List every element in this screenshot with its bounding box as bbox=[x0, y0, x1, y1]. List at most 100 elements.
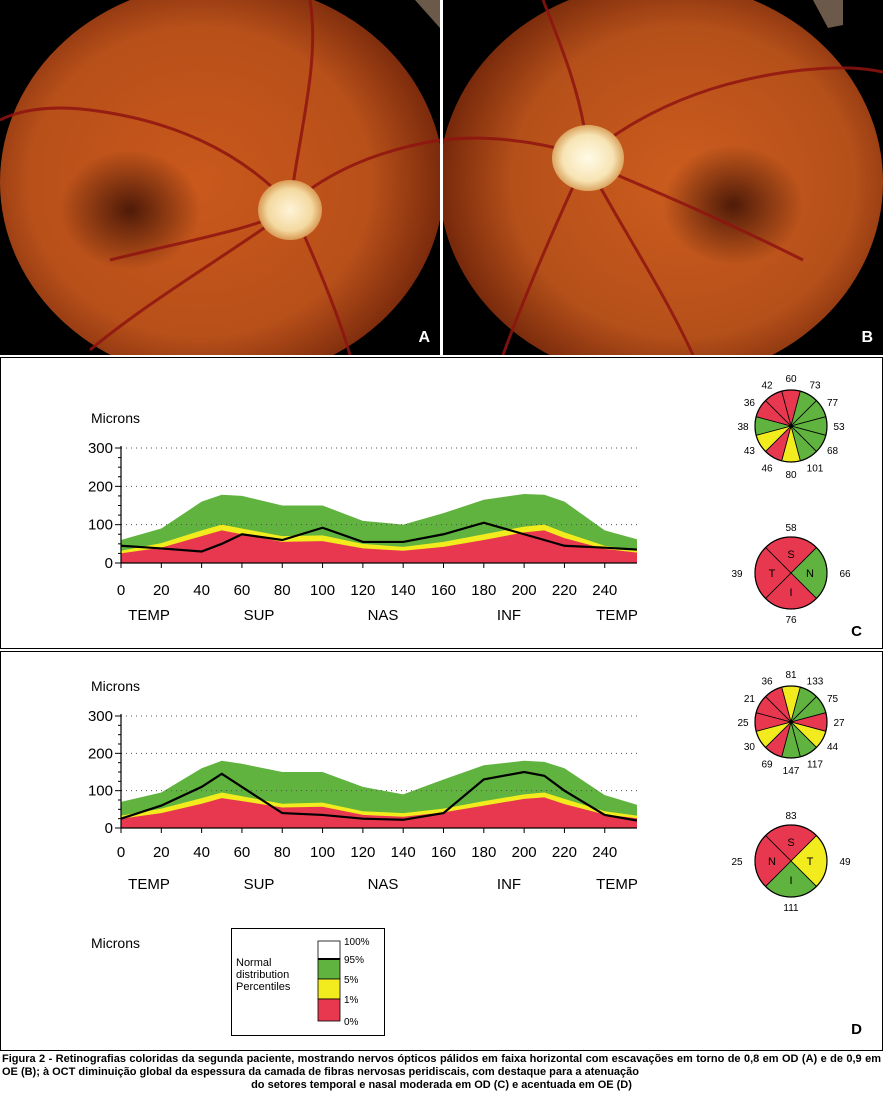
clock-value: 147 bbox=[783, 766, 800, 777]
fundus-photo-a: A bbox=[0, 0, 440, 355]
legend-description: Normal distribution Percentiles bbox=[236, 957, 290, 993]
quadrant-letter: T bbox=[807, 856, 814, 868]
clock-outline bbox=[754, 685, 828, 759]
clock-value: 73 bbox=[809, 380, 821, 391]
quadrant-letter: T bbox=[769, 568, 776, 580]
quadrant-letter: S bbox=[787, 837, 794, 849]
panel-label-d: D bbox=[851, 1021, 862, 1038]
quadrant-letter: S bbox=[787, 549, 794, 561]
quadrant-letter: N bbox=[768, 856, 776, 868]
clock-value: 101 bbox=[807, 464, 824, 475]
photo-label-b: B bbox=[861, 329, 873, 346]
photo-label-a: A bbox=[418, 329, 430, 346]
y-tick-label: 0 bbox=[105, 820, 113, 837]
y-tick-label: 100 bbox=[88, 517, 113, 534]
figure-caption: Figura 2 - Retinografias coloridas da se… bbox=[2, 1053, 881, 1092]
red-band-1 bbox=[121, 797, 637, 828]
legend-percentile-label: 0% bbox=[344, 1017, 359, 1028]
x-tick-label: 60 bbox=[234, 582, 251, 599]
quadrant-chart: S 58 N 66 I 76 T 39 bbox=[731, 523, 851, 626]
quadrant-letter: N bbox=[806, 568, 814, 580]
legend-line-3: Percentiles bbox=[236, 981, 291, 993]
clock-value: 36 bbox=[761, 676, 773, 687]
panel-label-c: C bbox=[851, 623, 862, 640]
x-tick-label: 200 bbox=[512, 844, 537, 861]
clock-value: 36 bbox=[744, 398, 756, 409]
clock-value: 38 bbox=[737, 422, 749, 433]
x-tick-label: 160 bbox=[431, 582, 456, 599]
region-label-inf: INF bbox=[497, 607, 521, 624]
clock-value: 81 bbox=[785, 670, 797, 681]
legend-percentile-label: 100% bbox=[344, 937, 370, 948]
region-label-sup: SUP bbox=[244, 876, 275, 893]
clock-value: 69 bbox=[761, 760, 773, 771]
legend-swatches: 100% 95% 5% 1% 0% bbox=[317, 937, 370, 1028]
quadrant-value: 49 bbox=[839, 857, 851, 868]
legend-swatch bbox=[317, 940, 341, 960]
y-tick-label: 100 bbox=[88, 783, 113, 800]
clock-value: 68 bbox=[827, 446, 839, 457]
y-axis-label: Microns bbox=[91, 678, 141, 694]
quadrant-value: 58 bbox=[785, 523, 797, 534]
legend-swatch bbox=[317, 998, 341, 1022]
region-label-sup: SUP bbox=[244, 607, 275, 624]
caption-last-line: do setores temporal e nasal moderada em … bbox=[251, 1079, 632, 1091]
y-axis-label: Microns bbox=[91, 410, 141, 426]
x-tick-label: 220 bbox=[552, 582, 577, 599]
y-tick-label: 0 bbox=[105, 555, 113, 572]
percentile-legend: Normal distribution Percentiles 100% 95% 5… bbox=[231, 928, 385, 1036]
clock-value: 27 bbox=[833, 718, 845, 729]
x-tick-label: 180 bbox=[471, 844, 496, 861]
region-label-temp: TEMP bbox=[128, 607, 170, 624]
x-tick-label: 40 bbox=[193, 844, 210, 861]
y-tick-label: 300 bbox=[88, 708, 113, 725]
x-tick-label: 0 bbox=[117, 844, 125, 861]
region-label-temp: TEMP bbox=[128, 876, 170, 893]
clock-value: 60 bbox=[785, 374, 797, 385]
x-tick-label: 140 bbox=[391, 582, 416, 599]
x-tick-label: 20 bbox=[153, 844, 170, 861]
clock-value: 30 bbox=[744, 742, 756, 753]
clock-outline bbox=[754, 389, 828, 463]
quadrant-letter: I bbox=[789, 587, 792, 599]
clock-value: 42 bbox=[761, 380, 773, 391]
x-tick-label: 240 bbox=[592, 582, 617, 599]
region-label-inf: INF bbox=[497, 876, 521, 893]
oct-panel-d: Microns 0 100 200 300 0 20 40 60 80 100 120 140 160 1… bbox=[0, 651, 883, 1051]
x-tick-label: 120 bbox=[350, 582, 375, 599]
x-tick-label: 120 bbox=[350, 844, 375, 861]
clock-value: 25 bbox=[737, 718, 749, 729]
rnfl-chart-c: 0 100 200 300 0 20 40 60 80 100 120 140 160 180 200 220… bbox=[88, 374, 851, 626]
region-label-temp: TEMP bbox=[596, 607, 638, 624]
quadrant-value: 25 bbox=[731, 857, 743, 868]
y-tick-label: 200 bbox=[88, 745, 113, 762]
clock-value: 21 bbox=[744, 694, 756, 705]
clock-value: 44 bbox=[827, 742, 839, 753]
clock-value: 53 bbox=[833, 422, 845, 433]
x-tick-label: 140 bbox=[391, 844, 416, 861]
legend-percentile-label: 95% bbox=[344, 955, 364, 966]
x-tick-label: 40 bbox=[193, 582, 210, 599]
y-tick-label: 300 bbox=[88, 440, 113, 457]
region-label-nas: NAS bbox=[368, 607, 399, 624]
x-tick-label: 240 bbox=[592, 844, 617, 861]
fundus-image-b bbox=[443, 0, 883, 355]
x-tick-label: 100 bbox=[310, 582, 335, 599]
quadrant-value: 66 bbox=[839, 569, 851, 580]
quadrant-outline bbox=[754, 536, 828, 610]
rnfl-chart-d: 0 100 200 300 0 20 40 60 80 100 120 140 160 180 200 220… bbox=[88, 670, 851, 914]
oct-panel-c: Microns 0 100 200 300 0 20 40 60 80 100 120 140 160 1… bbox=[0, 357, 883, 649]
legend-percentile-label: 5% bbox=[344, 975, 359, 986]
x-tick-label: 100 bbox=[310, 844, 335, 861]
x-tick-label: 180 bbox=[471, 582, 496, 599]
legend-line-2: distribution bbox=[236, 969, 290, 981]
clock-value: 117 bbox=[807, 760, 823, 771]
x-tick-label: 160 bbox=[431, 844, 456, 861]
clock-value: 133 bbox=[807, 676, 824, 687]
legend-swatch bbox=[317, 978, 341, 1000]
quadrant-outline bbox=[754, 824, 828, 898]
quadrant-value: 76 bbox=[785, 615, 797, 626]
x-tick-label: 220 bbox=[552, 844, 577, 861]
x-tick-label: 20 bbox=[153, 582, 170, 599]
region-label-nas: NAS bbox=[368, 876, 399, 893]
